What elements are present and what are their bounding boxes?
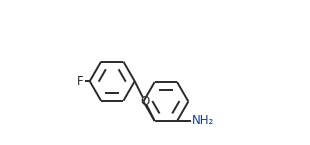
Text: NH₂: NH₂ [192, 114, 214, 127]
Text: O: O [140, 95, 149, 108]
Text: F: F [77, 75, 84, 88]
